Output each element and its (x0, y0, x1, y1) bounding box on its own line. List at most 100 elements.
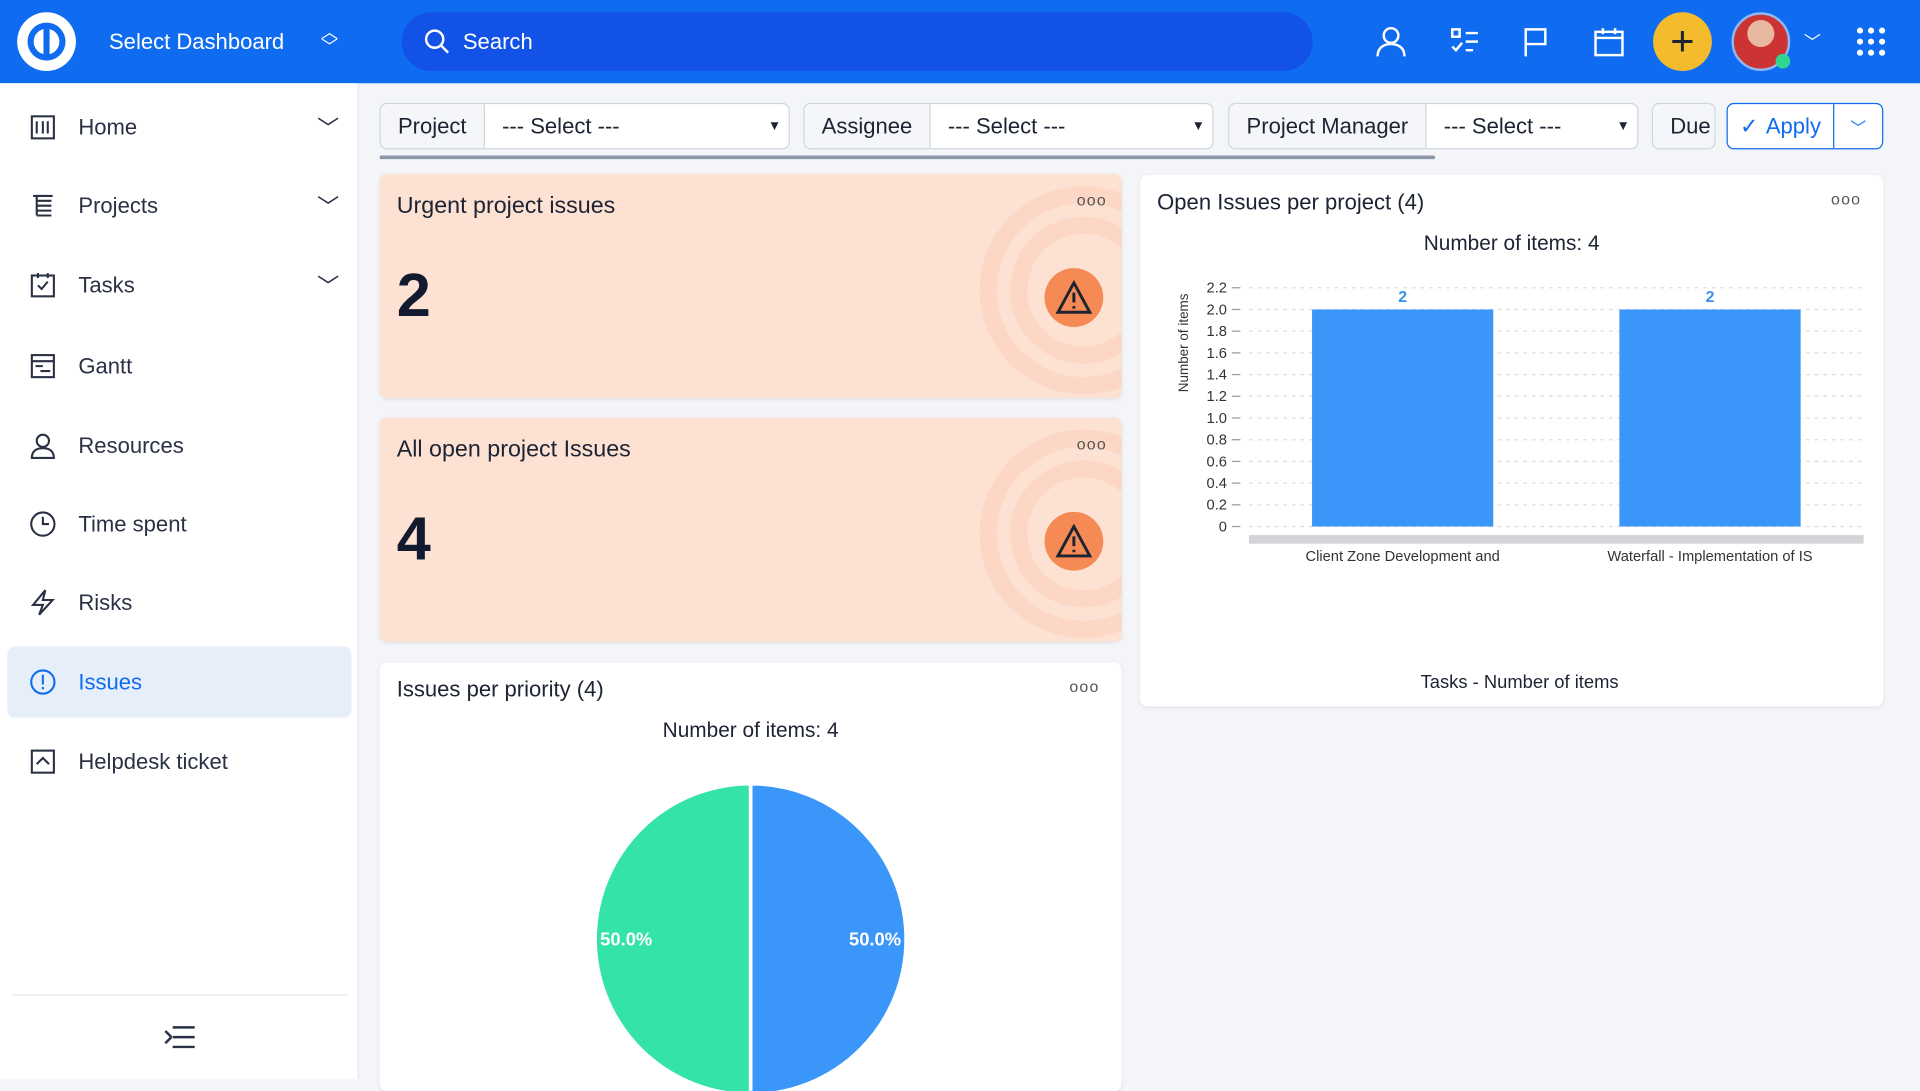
select-dashboard[interactable]: Select Dashboard (108, 29, 285, 54)
y-tick-label: 1.8 (1207, 324, 1227, 340)
y-tick-label: 2.2 (1207, 281, 1227, 297)
clock-icon (29, 511, 56, 538)
widget-title: Open Issues per project (4) (1157, 189, 1425, 215)
search-placeholder: Search (462, 28, 533, 54)
assignee-filter-label: Assignee (804, 104, 931, 149)
more-options-icon[interactable]: ooo (1830, 189, 1862, 209)
y-tick-label: 0.8 (1207, 433, 1227, 449)
chevron-down-icon[interactable]: ﹀ (1803, 31, 1821, 52)
chevron-updown-icon[interactable]: ︿ ﹀ (320, 22, 338, 57)
manager-select[interactable]: --- Select --- ▼ (1443, 113, 1630, 138)
apply-label: Apply (1765, 113, 1821, 138)
sidebar-item-helpdesk-ticket[interactable]: Helpdesk ticket (7, 726, 351, 797)
sidebar-item-gantt[interactable]: Gantt (7, 331, 351, 402)
app-logo[interactable] (17, 12, 76, 72)
apply-button-group: ✓ Apply ﹀ (1726, 102, 1884, 150)
project-filter-label: Project (380, 104, 485, 149)
assignee-select[interactable]: --- Select --- ▼ (947, 113, 1205, 138)
add-button[interactable]: + (1653, 12, 1712, 72)
tasks-icon (29, 272, 56, 299)
pie-slice-label: 50.0% (600, 928, 652, 949)
y-tick-label: 0 (1219, 519, 1227, 535)
widget-title: All open project Issues (396, 437, 631, 463)
user-icon[interactable] (1371, 22, 1410, 61)
calendar-icon[interactable] (1589, 22, 1628, 61)
open-issues-per-project-widget: Open Issues per project (4) ooo Number o… (1140, 175, 1884, 707)
search-input[interactable]: Search (401, 12, 1313, 72)
sidebar-item-resources[interactable]: Resources (7, 410, 351, 481)
sidebar-divider (12, 994, 348, 996)
due-filter[interactable]: Due (1651, 102, 1716, 150)
bar-data-label: 2 (1706, 289, 1715, 306)
checklist-icon[interactable] (1445, 22, 1484, 61)
caret-down-icon: ▼ (767, 118, 782, 134)
bar-data-label: 2 (1398, 289, 1407, 306)
pie-chart-title: Number of items: 4 (662, 718, 839, 743)
open-count: 4 (396, 504, 431, 574)
bar[interactable] (1619, 309, 1801, 527)
top-bar: Select Dashboard ︿ ﹀ Search + ﹀ (0, 0, 1920, 84)
widget-title: Urgent project issues (396, 193, 616, 220)
more-options-icon[interactable]: ooo (1076, 434, 1107, 454)
sidebar-item-issues[interactable]: Issues (7, 646, 352, 718)
bar[interactable] (1312, 309, 1494, 527)
chevron-down-icon[interactable]: ﹀ (317, 274, 340, 299)
sidebar-item-tasks[interactable]: Tasks ﹀ (7, 250, 351, 321)
sidebar-item-label: Helpdesk ticket (78, 748, 228, 774)
dashboard-icon (29, 114, 56, 141)
assignee-filter[interactable]: Assignee --- Select --- ▼ (803, 102, 1214, 150)
sidebar-item-projects[interactable]: Projects ﹀ (7, 170, 351, 241)
y-tick-label: 1.2 (1207, 389, 1227, 405)
more-options-icon[interactable]: ooo (1076, 191, 1107, 210)
bar-chart-title: Number of items: 4 (1423, 231, 1600, 255)
y-tick-label: 0.6 (1207, 454, 1227, 470)
sidebar-item-label: Home (78, 114, 138, 139)
apps-grid-icon[interactable] (1856, 27, 1886, 63)
apply-dropdown-chevron-icon[interactable]: ﹀ (1850, 118, 1867, 137)
project-select[interactable]: --- Select --- ▼ (502, 113, 782, 138)
x-axis-label: Tasks - Number of items (1420, 672, 1619, 694)
y-axis-label: Number of items (1176, 293, 1191, 392)
pie-chart: 50.0% 50.0% (593, 781, 908, 1091)
x-tick-label: Waterfall - Implementation of IS (1607, 549, 1812, 565)
sidebar-item-time-spent[interactable]: Time spent (7, 489, 351, 560)
y-tick-label: 1.4 (1207, 367, 1227, 383)
online-status-dot (1775, 53, 1791, 69)
manager-filter[interactable]: Project Manager --- Select --- ▼ (1228, 102, 1639, 150)
pie-slice-label: 50.0% (849, 928, 901, 949)
project-filter[interactable]: Project --- Select --- ▼ (379, 102, 790, 150)
y-tick-label: 0.2 (1207, 498, 1227, 514)
exclamation-icon (29, 669, 56, 696)
apply-button[interactable]: ✓ Apply (1728, 104, 1835, 149)
gantt-icon (29, 353, 56, 380)
flag-icon[interactable] (1516, 22, 1555, 61)
collapse-sidebar-icon[interactable] (163, 1022, 197, 1058)
sidebar-item-label: Issues (78, 669, 143, 694)
y-tick-label: 2.0 (1207, 302, 1227, 318)
horizontal-scrollbar[interactable] (379, 155, 1436, 160)
ticket-icon (29, 748, 56, 775)
x-axis (1248, 535, 1864, 544)
issues-per-priority-widget: Issues per priority (4) ooo Number of it… (379, 662, 1122, 1091)
manager-filter-label: Project Manager (1229, 104, 1427, 149)
caret-down-icon: ▼ (1616, 118, 1630, 134)
user-icon (29, 432, 56, 460)
due-filter-label: Due (1653, 104, 1715, 149)
open-issues-widget: All open project Issues ooo 4 (379, 417, 1122, 642)
y-tick-label: 0.4 (1207, 476, 1227, 492)
urgent-issues-widget: Urgent project issues ooo 2 (379, 173, 1122, 398)
x-tick-label: Client Zone Development and (1306, 549, 1500, 565)
chevron-down-icon[interactable]: ﹀ (317, 116, 340, 141)
sidebar-item-label: Risks (78, 589, 133, 615)
sidebar-item-risks[interactable]: Risks (7, 567, 351, 638)
widget-title: Issues per priority (4) (396, 677, 604, 702)
bar-chart: 0 0.2 0.4 0.6 0.8 1.0 1.2 1.4 1.6 1.8 2.0 2.2 Number… (1176, 281, 1864, 565)
caret-down-icon: ▼ (1191, 118, 1205, 134)
lightning-icon (29, 589, 56, 616)
sidebar-item-label: Gantt (78, 353, 133, 378)
chevron-down-icon[interactable]: ﹀ (317, 194, 340, 220)
more-options-icon[interactable]: ooo (1069, 677, 1100, 696)
sidebar-item-home[interactable]: Home ﹀ (7, 92, 351, 163)
sidebar (0, 83, 359, 1079)
warning-icon (1044, 511, 1104, 571)
